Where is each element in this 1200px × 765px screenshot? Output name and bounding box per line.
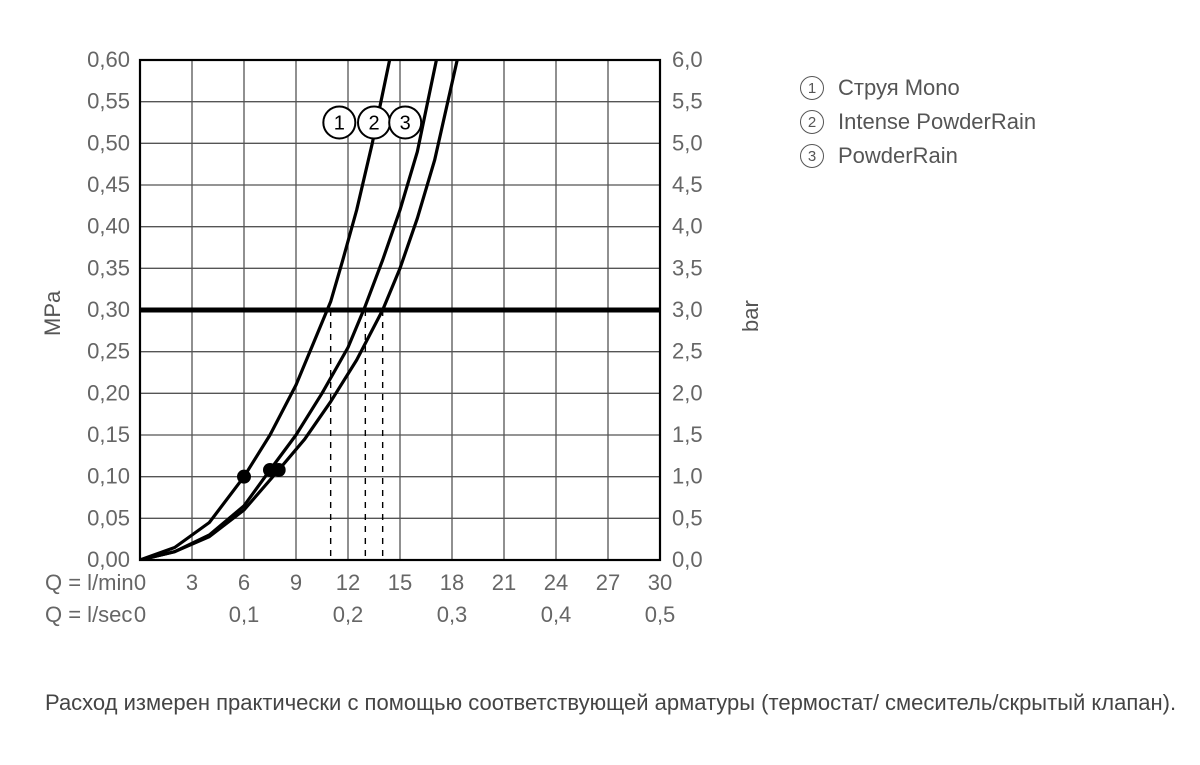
svg-text:0: 0 [134,602,146,627]
svg-text:0,0: 0,0 [672,547,703,572]
svg-text:3: 3 [400,113,411,135]
svg-text:0,5: 0,5 [672,505,703,530]
legend-item: 3 PowderRain [800,143,1036,169]
svg-text:0,50: 0,50 [87,130,130,155]
svg-text:0,10: 0,10 [87,464,130,489]
svg-text:0,00: 0,00 [87,547,130,572]
footnote: Расход измерен практически с помощью соо… [45,688,1176,718]
svg-text:0,05: 0,05 [87,505,130,530]
svg-text:6: 6 [238,570,250,595]
svg-text:1: 1 [334,113,345,135]
legend-label-1: Струя Mono [838,75,960,101]
legend: 1 Струя Mono 2 Intense PowderRain 3 Powd… [800,75,1036,177]
svg-text:0,15: 0,15 [87,422,130,447]
svg-text:5,0: 5,0 [672,130,703,155]
svg-text:2,5: 2,5 [672,339,703,364]
svg-text:0,4: 0,4 [541,602,572,627]
svg-text:0,60: 0,60 [87,47,130,72]
svg-text:12: 12 [336,570,360,595]
svg-text:3: 3 [186,570,198,595]
svg-text:0,35: 0,35 [87,255,130,280]
chart-container: 0,000,00,050,50,101,00,151,50,202,00,252… [0,0,1200,765]
y-left-label: MPa [40,291,66,336]
svg-text:0,25: 0,25 [87,339,130,364]
svg-text:0,2: 0,2 [333,602,364,627]
svg-text:1,0: 1,0 [672,464,703,489]
svg-text:27: 27 [596,570,620,595]
svg-text:15: 15 [388,570,412,595]
svg-text:0,3: 0,3 [437,602,468,627]
svg-text:1,5: 1,5 [672,422,703,447]
y-right-label: bar [738,300,764,332]
svg-text:4,0: 4,0 [672,214,703,239]
legend-marker-1: 1 [800,76,824,100]
svg-text:0,5: 0,5 [645,602,676,627]
svg-text:4,5: 4,5 [672,172,703,197]
svg-text:2: 2 [368,113,379,135]
svg-text:24: 24 [544,570,568,595]
svg-text:21: 21 [492,570,516,595]
legend-item: 2 Intense PowderRain [800,109,1036,135]
svg-text:0: 0 [134,570,146,595]
legend-label-2: Intense PowderRain [838,109,1036,135]
svg-text:3,5: 3,5 [672,255,703,280]
svg-text:0,20: 0,20 [87,380,130,405]
svg-text:5,5: 5,5 [672,89,703,114]
legend-label-3: PowderRain [838,143,958,169]
svg-text:18: 18 [440,570,464,595]
svg-text:6,0: 6,0 [672,47,703,72]
svg-text:2,0: 2,0 [672,380,703,405]
svg-text:30: 30 [648,570,672,595]
legend-item: 1 Струя Mono [800,75,1036,101]
svg-text:0,55: 0,55 [87,89,130,114]
svg-text:0,30: 0,30 [87,297,130,322]
legend-marker-2: 2 [800,110,824,134]
svg-text:0,40: 0,40 [87,214,130,239]
svg-text:9: 9 [290,570,302,595]
svg-text:3,0: 3,0 [672,297,703,322]
svg-text:Q = l/min: Q = l/min [45,570,134,595]
svg-text:0,1: 0,1 [229,602,260,627]
svg-text:0,45: 0,45 [87,172,130,197]
legend-marker-3: 3 [800,144,824,168]
svg-text:Q = l/sec: Q = l/sec [45,602,132,627]
